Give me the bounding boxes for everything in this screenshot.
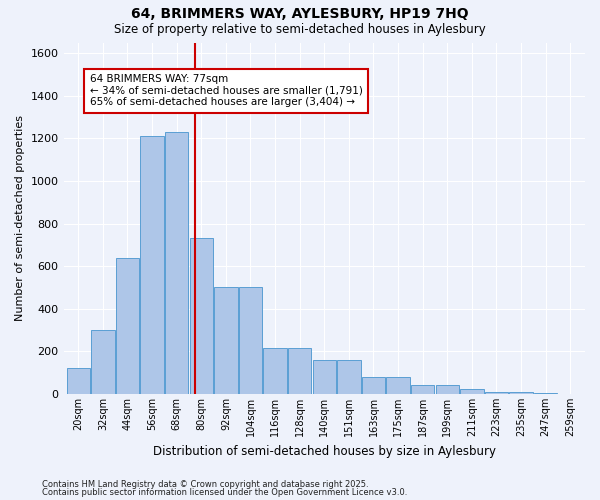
Y-axis label: Number of semi-detached properties: Number of semi-detached properties [15,116,25,322]
Bar [460,388,484,394]
Bar [239,288,262,394]
Bar [190,238,213,394]
X-axis label: Distribution of semi-detached houses by size in Aylesbury: Distribution of semi-detached houses by … [153,444,496,458]
Bar [534,393,557,394]
Bar [386,377,410,394]
Bar [263,348,287,394]
Text: 64, BRIMMERS WAY, AYLESBURY, HP19 7HQ: 64, BRIMMERS WAY, AYLESBURY, HP19 7HQ [131,8,469,22]
Bar [411,386,434,394]
Text: Size of property relative to semi-detached houses in Aylesbury: Size of property relative to semi-detach… [114,22,486,36]
Bar [214,288,238,394]
Text: Contains HM Land Registry data © Crown copyright and database right 2025.: Contains HM Land Registry data © Crown c… [42,480,368,489]
Text: 64 BRIMMERS WAY: 77sqm
← 34% of semi-detached houses are smaller (1,791)
65% of : 64 BRIMMERS WAY: 77sqm ← 34% of semi-det… [89,74,362,108]
Bar [485,392,508,394]
Bar [91,330,115,394]
Bar [288,348,311,394]
Bar [165,132,188,394]
Bar [362,377,385,394]
Bar [140,136,164,394]
Text: Contains public sector information licensed under the Open Government Licence v3: Contains public sector information licen… [42,488,407,497]
Bar [116,258,139,394]
Bar [436,386,459,394]
Bar [67,368,90,394]
Bar [509,392,533,394]
Bar [337,360,361,394]
Bar [313,360,336,394]
